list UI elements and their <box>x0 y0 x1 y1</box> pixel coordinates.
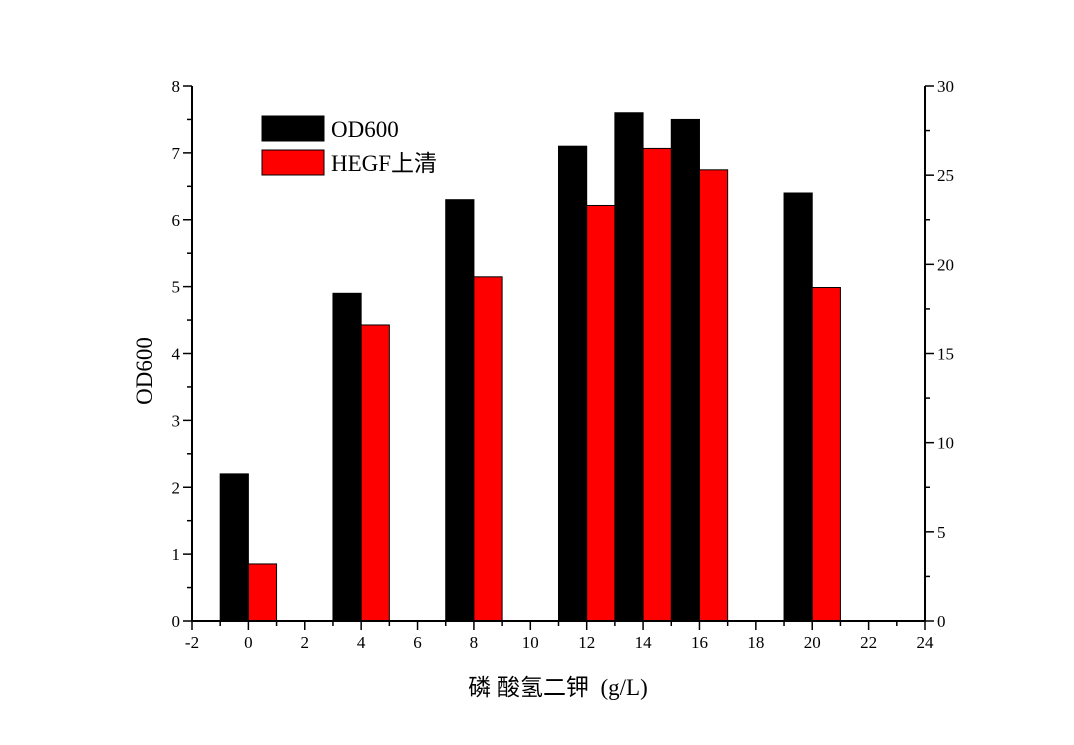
x-tick-label: 24 <box>917 633 935 652</box>
y-tick-label: 6 <box>172 211 181 230</box>
legend-label-hegf: HEGF上清 <box>331 151 437 176</box>
legend: OD600 HEGF上清 <box>261 115 437 176</box>
x-tick-label: 10 <box>522 633 539 652</box>
x-tick-label: 8 <box>470 633 479 652</box>
bar-hegf-8 <box>473 276 503 622</box>
x-tick-label: 22 <box>860 633 877 652</box>
x-tick-label: 12 <box>578 633 595 652</box>
y-tick-label: 4 <box>172 345 181 364</box>
y2-tick-label: 25 <box>937 166 954 185</box>
x-tick-label: 16 <box>691 633 708 652</box>
y-tick-label: 0 <box>172 612 181 631</box>
x-tick-label: 14 <box>635 633 653 652</box>
y-tick-label: 3 <box>172 411 181 430</box>
legend-swatch-hegf <box>261 149 325 176</box>
y2-tick-label: 0 <box>937 612 946 631</box>
x-tick-label: 2 <box>301 633 310 652</box>
bars-group <box>219 112 841 622</box>
x-tick-label: 0 <box>244 633 253 652</box>
x-tick-label: -2 <box>185 633 199 652</box>
bar-od600-8 <box>445 199 475 622</box>
x-tick-label: 20 <box>804 633 821 652</box>
x-tick-label: 4 <box>357 633 366 652</box>
legend-swatch-od600 <box>261 115 325 142</box>
bar-od600-0 <box>219 473 249 622</box>
y2-tick-label: 20 <box>937 255 954 274</box>
y2-tick-label: 10 <box>937 434 954 453</box>
bar-od600-4 <box>332 292 362 622</box>
bar-hegf-12 <box>586 204 616 622</box>
y2-tick-label: 5 <box>937 523 946 542</box>
ticks-group <box>183 85 934 630</box>
bar-hegf-14 <box>642 147 672 622</box>
y-tick-label: 1 <box>172 545 181 564</box>
bar-od600-14 <box>614 112 644 622</box>
bar-od600-16 <box>670 118 700 622</box>
x-tick-label: 6 <box>413 633 422 652</box>
y-tick-label: 8 <box>172 77 181 96</box>
y-axis-title: OD600 <box>132 337 157 405</box>
y-tick-label: 7 <box>172 144 181 163</box>
y2-tick-label: 30 <box>937 77 954 96</box>
y-tick-label: 5 <box>172 278 181 297</box>
y2-tick-label: 15 <box>937 345 954 364</box>
bar-od600-12 <box>558 145 588 622</box>
bar-hegf-4 <box>360 324 390 622</box>
tick-labels-group: -2 0 2 4 6 8 10 12 14 16 18 20 22 2401234567805101520… <box>172 77 955 652</box>
y-tick-label: 2 <box>172 478 181 497</box>
bar-od600-20 <box>783 192 813 622</box>
x-axis-title: 磷 酸氢二钾 (g/L) <box>468 675 648 700</box>
bar-hegf-20 <box>811 287 841 622</box>
bar-hegf-0 <box>247 563 278 622</box>
x-tick-label: 18 <box>747 633 764 652</box>
legend-label-od600: OD600 <box>331 117 399 142</box>
bar-hegf-16 <box>698 169 729 622</box>
